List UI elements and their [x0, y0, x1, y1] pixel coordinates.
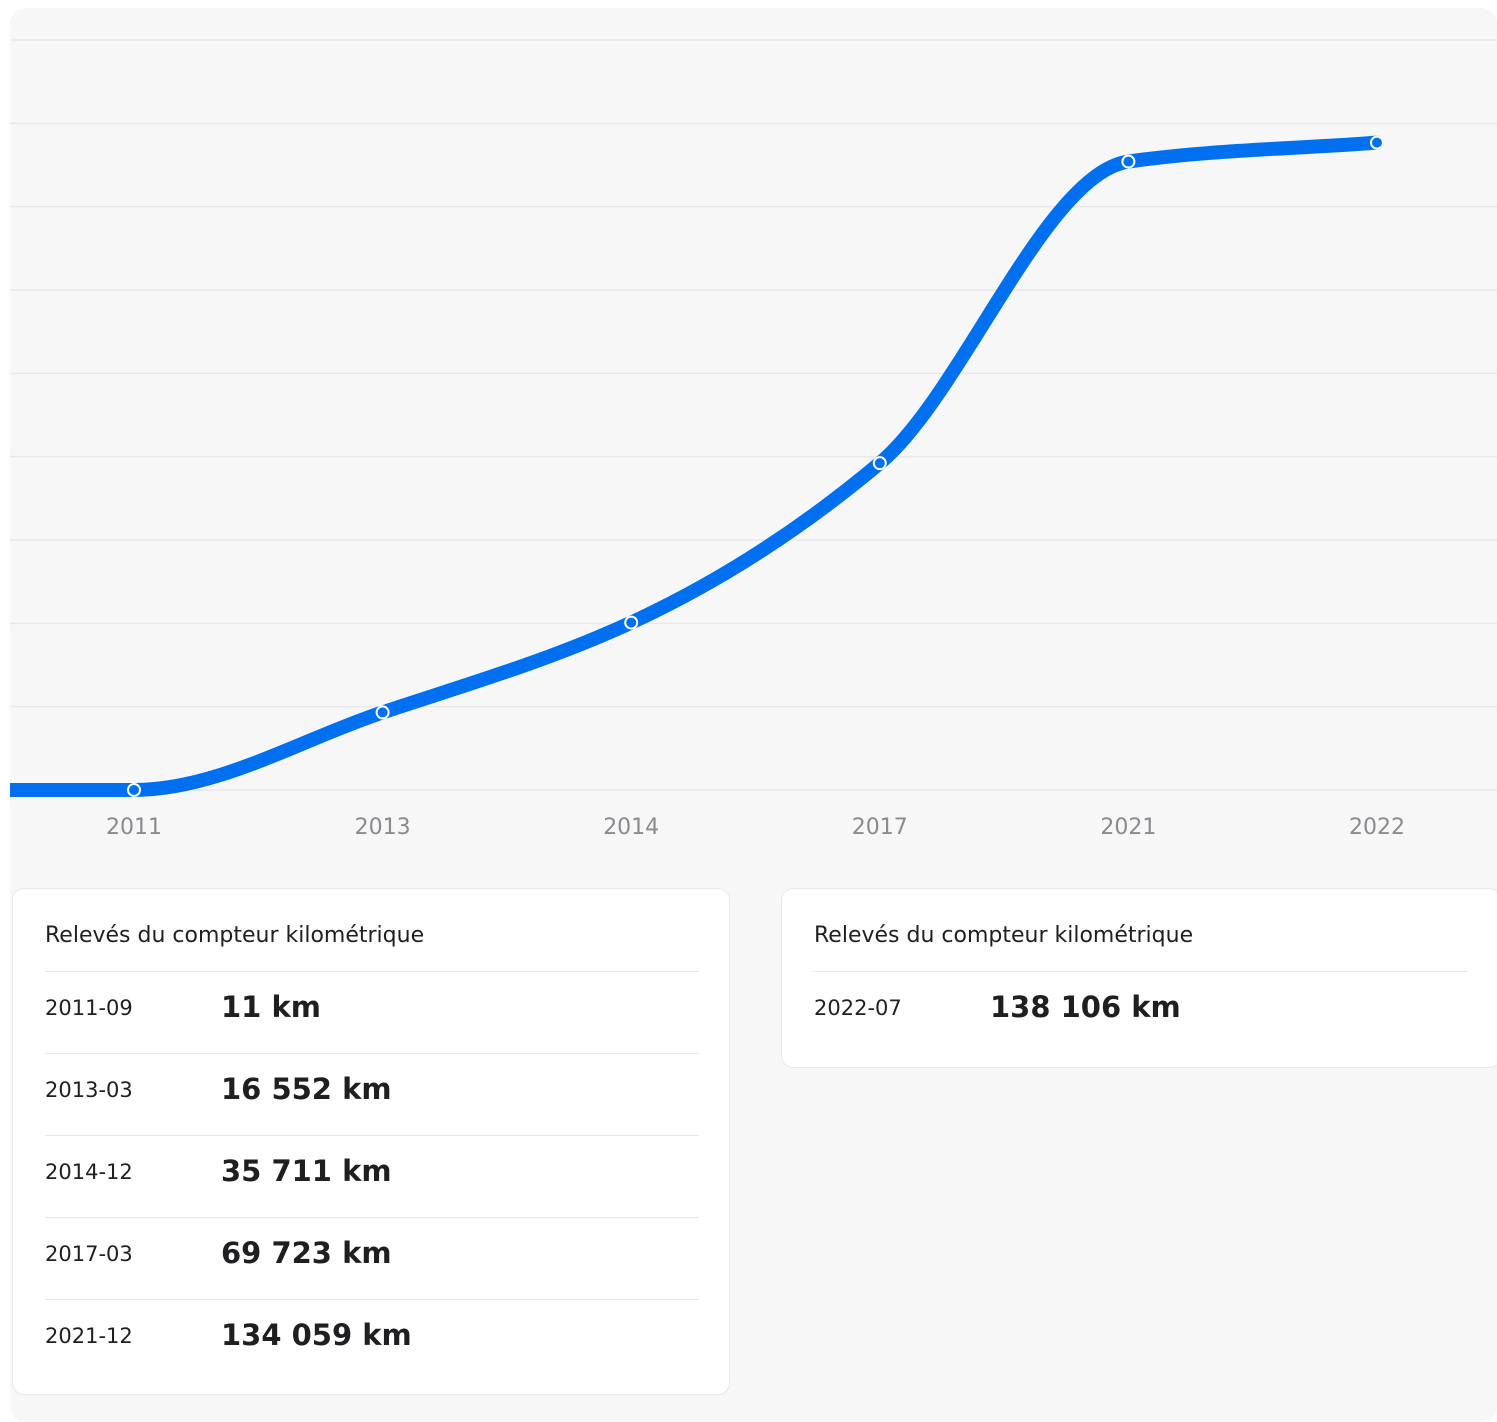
x-tick-label: 2017 [852, 815, 908, 840]
row-divider [45, 1299, 699, 1300]
odometer-row: 2017-03 69 723 km [45, 1218, 699, 1300]
odometer-line-chart: 2011 2013 2014 2017 2021 2022 [10, 39, 1497, 840]
row-mileage: 138 106 km [990, 990, 1181, 1024]
data-point [375, 705, 390, 720]
x-tick-label: 2013 [355, 815, 411, 840]
row-mileage: 11 km [221, 990, 321, 1024]
row-mileage: 35 711 km [221, 1154, 392, 1188]
card-divider [45, 971, 699, 972]
data-point [1121, 154, 1136, 169]
odometer-card-latest: Relevés du compteur kilométrique 2022-07… [781, 888, 1497, 1068]
odometer-row: 2013-03 16 552 km [45, 1054, 699, 1136]
row-divider [45, 1053, 699, 1054]
odometer-row: 2014-12 35 711 km [45, 1136, 699, 1218]
data-point [624, 615, 639, 630]
mileage-line [10, 135, 1384, 797]
row-mileage: 134 059 km [221, 1318, 412, 1352]
odometer-card-history: Relevés du compteur kilométrique 2011-09… [12, 888, 730, 1395]
row-date: 2017-03 [45, 1242, 133, 1266]
data-point [127, 782, 141, 797]
odometer-row: 2022-07 138 106 km [814, 972, 1468, 1054]
row-date: 2013-03 [45, 1078, 133, 1102]
row-date: 2022-07 [814, 996, 902, 1020]
data-point [1370, 135, 1384, 150]
row-date: 2011-09 [45, 996, 133, 1020]
row-divider [45, 1135, 699, 1136]
data-point [872, 456, 887, 471]
x-tick-label: 2011 [106, 815, 162, 840]
card-title: Relevés du compteur kilométrique [45, 923, 425, 948]
card-divider [814, 971, 1468, 972]
row-date: 2014-12 [45, 1160, 133, 1184]
odometer-row: 2011-09 11 km [45, 972, 699, 1054]
odometer-panel: 2011 2013 2014 2017 2021 2022 Relevés du comp… [10, 8, 1497, 1422]
x-tick-label: 2021 [1100, 815, 1156, 840]
row-mileage: 16 552 km [221, 1072, 392, 1106]
card-title: Relevés du compteur kilométrique [814, 923, 1194, 948]
row-mileage: 69 723 km [221, 1236, 392, 1270]
odometer-row: 2021-12 134 059 km [45, 1300, 699, 1382]
row-divider [45, 1217, 699, 1218]
x-tick-label: 2022 [1349, 815, 1405, 840]
x-tick-label: 2014 [603, 815, 659, 840]
row-date: 2021-12 [45, 1324, 133, 1348]
